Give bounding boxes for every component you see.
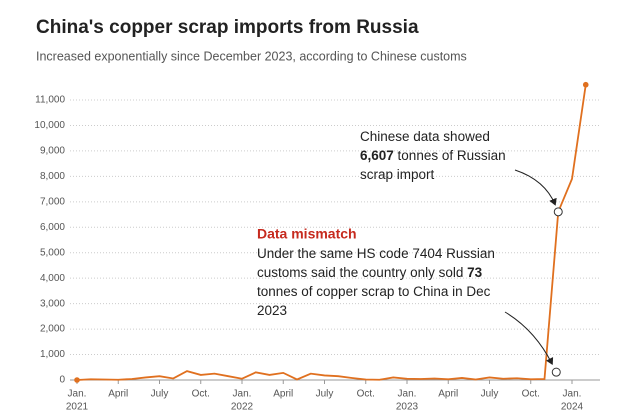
- x-year-label: 2023: [396, 402, 419, 413]
- annotation-segment: tonnes of Russian: [394, 148, 506, 163]
- annotation-heading: Data mismatch: [257, 226, 357, 242]
- end-point: [582, 81, 589, 88]
- y-tick-label: 7,000: [40, 196, 65, 207]
- y-tick-label: 1,000: [40, 349, 65, 360]
- y-tick-label: 6,000: [40, 222, 65, 233]
- annotation-arrow: [504, 311, 554, 366]
- annotation-text: customs said the country only sold 73: [257, 265, 483, 280]
- x-tick-label: Oct.: [192, 389, 210, 400]
- annotation-marker: [551, 367, 561, 377]
- y-tick-label: 11,000: [35, 95, 65, 106]
- x-tick-label: July: [316, 389, 334, 400]
- chart-subtitle: Increased exponentially since December 2…: [36, 49, 467, 63]
- x-tick-label: Jan.: [233, 389, 252, 400]
- x-tick-label: July: [151, 389, 169, 400]
- x-year-label: 2022: [231, 402, 254, 413]
- x-tick-label: July: [481, 389, 499, 400]
- x-tick-label: Oct.: [357, 389, 375, 400]
- x-tick-label: Oct.: [522, 389, 540, 400]
- annotation-segment: 73: [467, 265, 483, 280]
- x-tick-label: April: [438, 389, 458, 400]
- x-tick-label: Jan.: [398, 389, 417, 400]
- annotation-segment: Chinese data showed: [360, 129, 490, 144]
- x-tick-label: April: [273, 389, 293, 400]
- line-series: [76, 84, 587, 381]
- annotation-arrow: [514, 169, 557, 206]
- annotation-text: tonnes of copper scrap to China in Dec: [257, 284, 491, 299]
- annotation-segment: 2023: [257, 303, 287, 318]
- annotation-segment: tonnes of copper scrap to China in Dec: [257, 284, 491, 299]
- annotation-segment: Under the same HS code 7404 Russian: [257, 246, 495, 261]
- y-tick-label: 5,000: [40, 247, 65, 258]
- annotation-text: 6,607 tonnes of Russian: [360, 148, 506, 163]
- x-tick-label: April: [108, 389, 128, 400]
- annotation-segment: scrap import: [360, 167, 435, 182]
- annotation-segment: 6,607: [360, 148, 394, 163]
- annotation-text: scrap import: [360, 167, 435, 182]
- annotation-text: 2023: [257, 303, 287, 318]
- y-tick-label: 4,000: [40, 273, 65, 284]
- end-point: [74, 377, 80, 383]
- annotation-segment: customs said the country only sold: [257, 265, 467, 280]
- x-tick-label: Jan.: [68, 389, 87, 400]
- x-year-label: 2024: [561, 402, 584, 413]
- y-tick-label: 9,000: [40, 146, 65, 157]
- annotation-text: Chinese data showed: [360, 129, 490, 144]
- y-tick-label: 10,000: [34, 120, 65, 131]
- y-tick-label: 8,000: [40, 171, 65, 182]
- x-tick-label: Jan.: [563, 389, 582, 400]
- y-tick-label: 2,000: [40, 324, 65, 335]
- x-year-label: 2021: [66, 402, 89, 413]
- annotation-marker: [553, 207, 563, 217]
- chart-title: China's copper scrap imports from Russia: [36, 17, 419, 38]
- annotation-text: Under the same HS code 7404 Russian: [257, 246, 495, 261]
- y-tick-label: 3,000: [40, 298, 65, 309]
- y-tick-label: 0: [59, 375, 65, 386]
